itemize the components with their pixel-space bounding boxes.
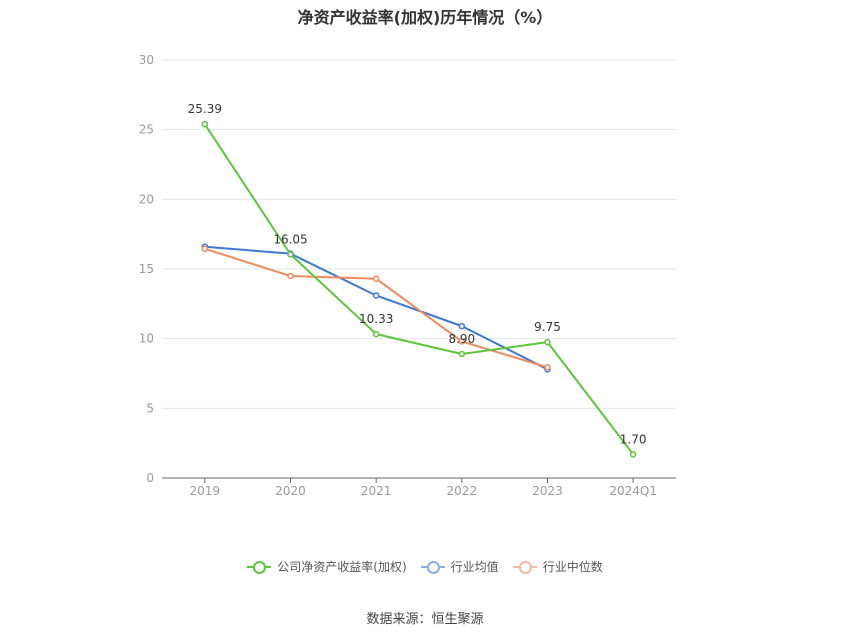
data-point bbox=[544, 338, 551, 346]
data-point bbox=[372, 275, 380, 283]
data-label: 1.70 bbox=[620, 432, 647, 446]
data-point bbox=[287, 251, 294, 258]
legend-swatch bbox=[420, 559, 445, 575]
x-tick-label: 2019 bbox=[190, 484, 221, 498]
data-point bbox=[372, 292, 380, 299]
data-label: 25.39 bbox=[188, 102, 222, 116]
x-tick-label: 2022 bbox=[447, 484, 478, 498]
y-tick-label: 20 bbox=[139, 192, 154, 206]
data-source: 数据来源：恒生聚源 bbox=[366, 612, 484, 627]
y-tick-label: 15 bbox=[139, 262, 154, 276]
legend-label: 公司净资产收益率(加权) bbox=[277, 560, 407, 574]
y-tick-label: 25 bbox=[139, 123, 154, 137]
legend-item-2[interactable]: 行业均值 bbox=[420, 558, 499, 575]
x-tick-label: 2021 bbox=[361, 484, 392, 498]
data-point bbox=[458, 338, 466, 345]
data-point bbox=[201, 245, 209, 253]
data-point bbox=[372, 330, 380, 338]
legend-item-3[interactable]: 行业中位数 bbox=[512, 558, 603, 575]
data-label: 9.75 bbox=[534, 320, 561, 334]
y-tick-label: 5 bbox=[146, 401, 154, 415]
legend-label: 行业中位数 bbox=[542, 560, 603, 574]
legend: 公司净资产收益率(加权) 行业均值 行业中位数 bbox=[0, 558, 850, 575]
legend-label: 行业均值 bbox=[450, 560, 499, 574]
legend-item-1[interactable]: 公司净资产收益率(加权) bbox=[247, 558, 407, 575]
data-point bbox=[544, 363, 551, 371]
data-label: 10.33 bbox=[359, 312, 393, 326]
y-tick-label: 30 bbox=[139, 53, 154, 67]
data-point bbox=[287, 272, 294, 280]
data-label: 16.05 bbox=[273, 232, 307, 246]
x-tick-label: 2024Q1 bbox=[609, 484, 657, 498]
chart-title: 净资产收益率(加权)历年情况（%） bbox=[297, 8, 553, 27]
data-point bbox=[201, 120, 209, 128]
y-tick-label: 10 bbox=[139, 332, 154, 346]
legend-swatch bbox=[512, 559, 537, 575]
x-tick-label: 2020 bbox=[275, 484, 306, 498]
data-point bbox=[629, 451, 637, 458]
series-line-1 bbox=[203, 123, 634, 455]
data-point bbox=[458, 322, 466, 330]
data-point bbox=[458, 350, 466, 358]
y-tick-label: 0 bbox=[146, 471, 154, 485]
data-label: 8.90 bbox=[448, 332, 475, 346]
x-tick-label: 2023 bbox=[532, 484, 563, 498]
legend-swatch bbox=[247, 559, 272, 575]
